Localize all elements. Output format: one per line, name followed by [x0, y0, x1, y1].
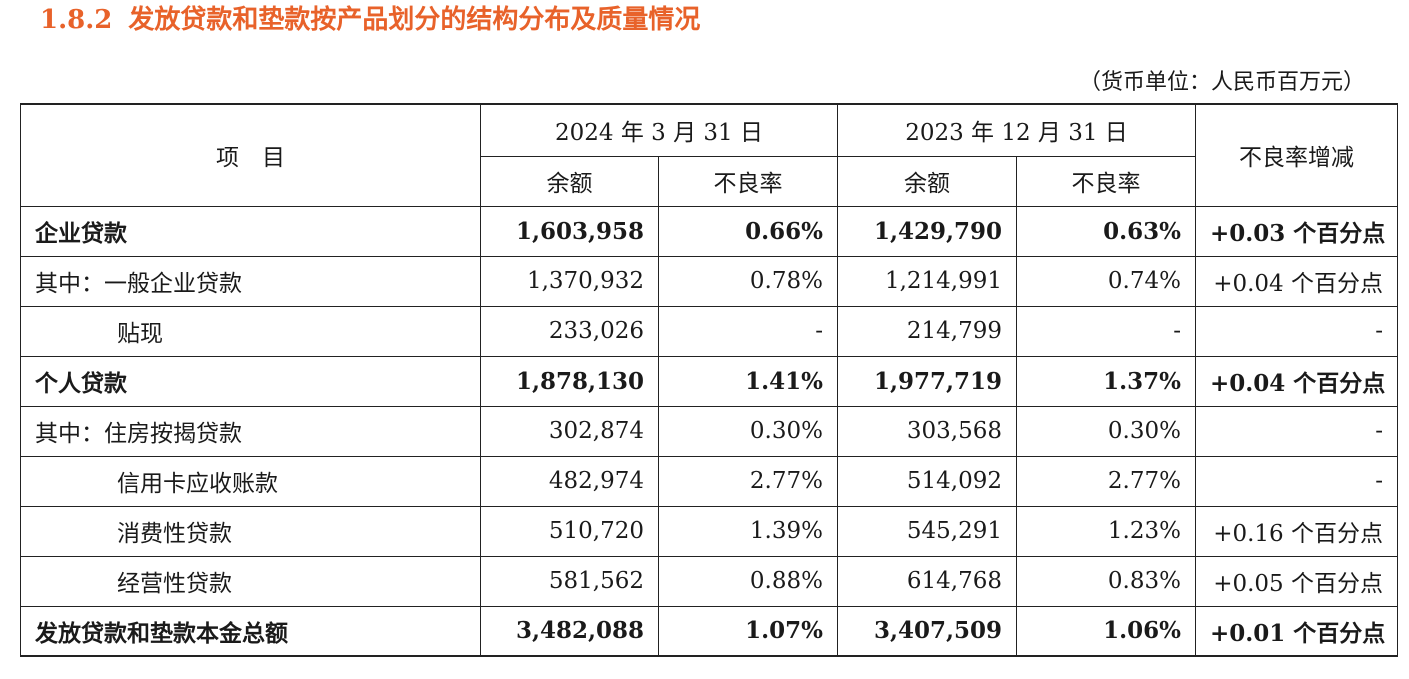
period2-npl-header: 不良率 — [1016, 155, 1196, 207]
row-npl-change: - — [1195, 305, 1398, 357]
row-npl-change: +0.01 个百分点 — [1195, 605, 1398, 657]
row-npl-2024: 0.78% — [658, 255, 838, 307]
row-npl-change: +0.05 个百分点 — [1195, 555, 1398, 607]
row-npl-2023: 1.06% — [1016, 605, 1196, 657]
period1-npl-header: 不良率 — [658, 155, 838, 207]
row-balance-2024: 3,482,088 — [480, 605, 659, 657]
row-item: 个人贷款 — [20, 355, 481, 407]
row-balance-2023: 3,407,509 — [837, 605, 1017, 657]
table-row: 信用卡应收账款 482,974 2.77% 514,092 2.77% - — [20, 455, 1398, 507]
row-npl-2023: 1.37% — [1016, 355, 1196, 407]
row-npl-2024: 1.07% — [658, 605, 838, 657]
row-balance-2023: 1,977,719 — [837, 355, 1017, 407]
row-item: 信用卡应收账款 — [20, 455, 481, 507]
row-npl-change: +0.04 个百分点 — [1195, 255, 1398, 307]
period2-balance-header: 余额 — [837, 155, 1017, 207]
row-balance-2024: 1,370,932 — [480, 255, 659, 307]
table-row: 贴现 233,026 - 214,799 - - — [20, 305, 1398, 357]
row-npl-2024: - — [658, 305, 838, 357]
section-title: 发放贷款和垫款按产品划分的结构分布及质量情况 — [128, 5, 701, 35]
row-balance-2023: 1,214,991 — [837, 255, 1017, 307]
row-balance-2023: 214,799 — [837, 305, 1017, 357]
table-row: 其中：一般企业贷款 1,370,932 0.78% 1,214,991 0.74… — [20, 255, 1398, 307]
loan-structure-table: 项 目 2024 年 3 月 31 日 2023 年 12 月 31 日 不良率… — [20, 103, 1398, 657]
row-npl-change: +0.04 个百分点 — [1195, 355, 1398, 407]
row-npl-2023: 0.74% — [1016, 255, 1196, 307]
row-npl-2024: 1.39% — [658, 505, 838, 557]
period2-header: 2023 年 12 月 31 日 — [837, 103, 1196, 157]
row-npl-2023: 0.63% — [1016, 205, 1196, 257]
currency-unit-note: （货币单位：人民币百万元） — [1078, 70, 1365, 95]
row-balance-2024: 482,974 — [480, 455, 659, 507]
row-item: 其中：住房按揭贷款 — [20, 405, 481, 457]
row-balance-2023: 514,092 — [837, 455, 1017, 507]
period1-balance-header: 余额 — [480, 155, 659, 207]
row-npl-2024: 0.66% — [658, 205, 838, 257]
row-npl-change: - — [1195, 405, 1398, 457]
section-number: 1.8.2 — [40, 5, 113, 35]
table-row: 企业贷款 1,603,958 0.66% 1,429,790 0.63% +0.… — [20, 205, 1398, 257]
row-npl-2023: 1.23% — [1016, 505, 1196, 557]
row-npl-2023: 0.30% — [1016, 405, 1196, 457]
row-npl-2024: 0.88% — [658, 555, 838, 607]
row-balance-2024: 1,603,958 — [480, 205, 659, 257]
row-balance-2023: 303,568 — [837, 405, 1017, 457]
row-npl-2024: 1.41% — [658, 355, 838, 407]
row-item: 消费性贷款 — [20, 505, 481, 557]
npl-change-header: 不良率增减 — [1195, 103, 1398, 207]
table-row: 消费性贷款 510,720 1.39% 545,291 1.23% +0.16 … — [20, 505, 1398, 557]
row-balance-2023: 614,768 — [837, 555, 1017, 607]
row-item: 其中：一般企业贷款 — [20, 255, 481, 307]
row-npl-2023: - — [1016, 305, 1196, 357]
row-npl-change: +0.03 个百分点 — [1195, 205, 1398, 257]
row-balance-2024: 1,878,130 — [480, 355, 659, 407]
row-item: 贴现 — [20, 305, 481, 357]
row-npl-2024: 2.77% — [658, 455, 838, 507]
table-row: 个人贷款 1,878,130 1.41% 1,977,719 1.37% +0.… — [20, 355, 1398, 407]
row-item: 经营性贷款 — [20, 555, 481, 607]
row-item: 发放贷款和垫款本金总额 — [20, 605, 481, 657]
table-row: 经营性贷款 581,562 0.88% 614,768 0.83% +0.05 … — [20, 555, 1398, 607]
row-balance-2023: 545,291 — [837, 505, 1017, 557]
section-heading: 1.8.2 发放贷款和垫款按产品划分的结构分布及质量情况 — [40, 2, 700, 38]
row-npl-2024: 0.30% — [658, 405, 838, 457]
row-item: 企业贷款 — [20, 205, 481, 257]
row-npl-change: - — [1195, 455, 1398, 507]
row-balance-2024: 302,874 — [480, 405, 659, 457]
item-column-header: 项 目 — [20, 103, 481, 207]
row-npl-2023: 2.77% — [1016, 455, 1196, 507]
row-balance-2023: 1,429,790 — [837, 205, 1017, 257]
row-balance-2024: 581,562 — [480, 555, 659, 607]
table-row: 其中：住房按揭贷款 302,874 0.30% 303,568 0.30% - — [20, 405, 1398, 457]
row-balance-2024: 233,026 — [480, 305, 659, 357]
period1-header: 2024 年 3 月 31 日 — [480, 103, 838, 157]
row-npl-2023: 0.83% — [1016, 555, 1196, 607]
row-balance-2024: 510,720 — [480, 505, 659, 557]
row-npl-change: +0.16 个百分点 — [1195, 505, 1398, 557]
table-row: 发放贷款和垫款本金总额 3,482,088 1.07% 3,407,509 1.… — [20, 605, 1398, 657]
